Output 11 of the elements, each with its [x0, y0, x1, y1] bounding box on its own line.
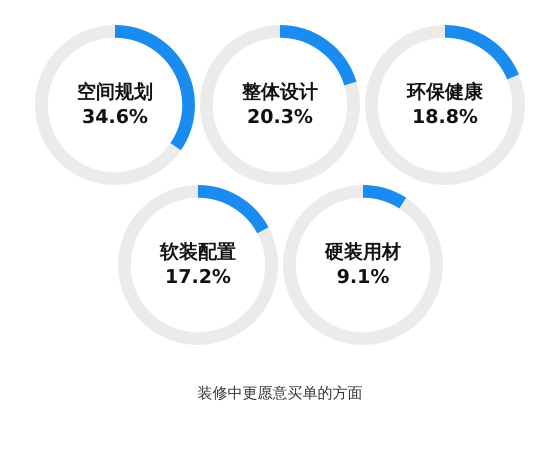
data-label: 34.6% — [82, 106, 148, 128]
slice-label: 环保健康 — [406, 80, 484, 103]
slice-label: 整体设计 — [241, 80, 318, 103]
slice-label: 硬装用材 — [324, 240, 400, 263]
text: 装修中更愿意买单的方面 — [196, 384, 364, 403]
data-label: 18.8% — [412, 106, 478, 128]
slice-label: 软装配置 — [158, 240, 236, 263]
data-label: 20.3% — [247, 106, 313, 128]
slice-label: 空间规划 — [77, 80, 153, 103]
data-label: 9.1% — [336, 266, 389, 288]
data-label: 17.2% — [164, 266, 230, 288]
